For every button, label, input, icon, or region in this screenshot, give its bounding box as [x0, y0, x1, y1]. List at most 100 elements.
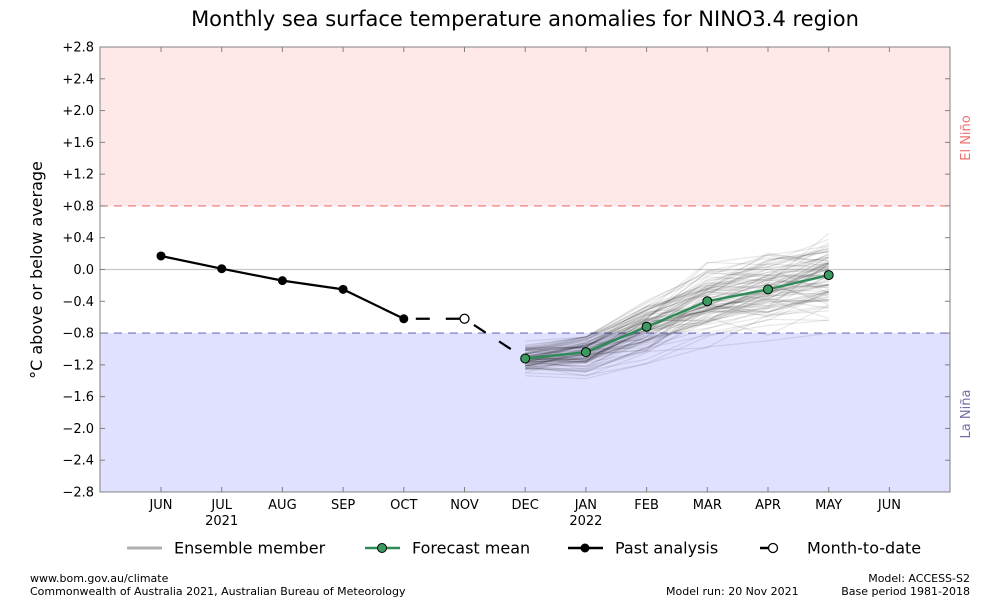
- ensemble-member-line: [525, 299, 829, 377]
- ensemble-member-line: [525, 284, 829, 367]
- ensemble-member-line: [525, 248, 829, 354]
- forecast-mean-line: [525, 273, 829, 360]
- ensemble-member-line: [525, 270, 829, 357]
- legend-label: Month-to-date: [807, 539, 921, 558]
- y-tick-label: −2.4: [62, 454, 94, 469]
- ensemble-member-line: [525, 295, 829, 373]
- ensemble-member-line: [525, 261, 829, 361]
- legend-item: Month-to-date: [760, 539, 921, 558]
- ensemble-member-line: [525, 268, 829, 361]
- ensemble-member-line: [525, 297, 829, 363]
- chart-title: Monthly sea surface temperature anomalie…: [191, 7, 859, 31]
- ensemble-member-line: [525, 257, 829, 346]
- legend-item: Past analysis: [568, 539, 718, 558]
- ensemble-member-line: [525, 252, 829, 358]
- ensemble-member-line: [525, 280, 829, 359]
- y-tick-label: +2.0: [62, 104, 94, 119]
- past-analysis-point: [399, 314, 409, 324]
- ensemble-member-line: [525, 292, 829, 363]
- ensemble-member-line: [525, 244, 830, 357]
- ensemble-member-line: [525, 278, 829, 363]
- ensemble-member-line: [525, 276, 829, 362]
- ensemble-member-line: [525, 248, 829, 342]
- ensemble-member-line: [525, 267, 829, 355]
- ensemble-member-line: [525, 275, 829, 361]
- ensemble-member-line: [525, 274, 829, 367]
- x-tick-label: OCT: [390, 498, 417, 513]
- y-tick-label: +0.4: [62, 231, 94, 246]
- ensemble-member-line: [525, 245, 829, 352]
- x-year-label: 2022: [569, 514, 602, 529]
- legend-item: Forecast mean: [365, 539, 530, 558]
- footer-model: Model: ACCESS-S2: [868, 572, 970, 585]
- ensemble-member-line: [525, 293, 829, 365]
- ensemble-member-line: [525, 291, 829, 367]
- legend-item: Ensemble member: [127, 539, 326, 558]
- ensemble-member-line: [525, 319, 829, 373]
- ensemble-member-line: [525, 274, 829, 357]
- ensemble-member-line: [525, 289, 829, 363]
- x-year-label: 2021: [205, 514, 238, 529]
- ensemble-member-line: [525, 300, 829, 361]
- ensemble-member-line: [525, 250, 829, 355]
- el-nino-region: [100, 47, 950, 206]
- legend-past-marker: [580, 543, 590, 553]
- footer-url: www.bom.gov.au/climate: [30, 572, 169, 585]
- ensemble-member-line: [525, 251, 829, 351]
- ensemble-member-line: [525, 299, 829, 369]
- la-nina-label: La Niña: [959, 390, 974, 439]
- ensemble-member-line: [525, 283, 829, 371]
- ensemble-member-line: [525, 289, 829, 365]
- y-tick-label: +1.6: [62, 136, 94, 151]
- ensemble-member-line: [525, 269, 829, 359]
- ensemble-member-line: [525, 271, 829, 351]
- forecast-mean-point: [763, 284, 773, 295]
- x-tick-label: NOV: [450, 498, 479, 513]
- legend-label: Forecast mean: [412, 539, 530, 558]
- ensemble-members: [525, 232, 830, 380]
- y-tick-label: −2.8: [62, 486, 94, 501]
- y-tick-label: +0.8: [62, 199, 94, 214]
- past-analysis-point: [156, 251, 166, 261]
- past-analysis-point: [338, 284, 348, 294]
- y-tick-label: 0.0: [73, 263, 94, 278]
- ensemble-member-line: [525, 283, 829, 359]
- ensemble-member-line: [525, 318, 829, 380]
- ensemble-member-line: [525, 265, 829, 352]
- footer-credits: www.bom.gov.au/climate Commonwealth of A…: [30, 572, 405, 598]
- ensemble-member-line: [525, 262, 829, 355]
- y-tick-label: +1.2: [62, 168, 94, 183]
- ensemble-member-line: [525, 242, 829, 347]
- ensemble-member-line: [525, 284, 829, 363]
- y-tick-label: −1.6: [62, 390, 94, 405]
- ensemble-member-line: [525, 256, 829, 355]
- footer-base-period: Base period 1981-2018: [841, 585, 970, 598]
- y-axis-label: °C above or below average: [27, 161, 46, 379]
- legend-forecast-marker: [377, 543, 387, 553]
- ensemble-member-line: [525, 332, 829, 377]
- month-to-date-line: [403, 317, 526, 360]
- x-tick-label: JUN: [877, 498, 901, 513]
- x-tick-label: JUN: [148, 498, 172, 513]
- ensemble-member-line: [525, 291, 829, 367]
- ensemble-member-line: [525, 291, 829, 364]
- legend-label: Ensemble member: [174, 539, 326, 558]
- ensemble-member-line: [525, 263, 830, 367]
- ensemble-member-line: [525, 262, 829, 351]
- month-to-date-point: [459, 313, 470, 324]
- ensemble-member-line: [525, 251, 829, 355]
- ensemble-member-line: [525, 310, 829, 370]
- forecast-mean-point: [580, 347, 591, 358]
- x-tick-label: MAY: [815, 498, 842, 513]
- past-analysis-point: [217, 264, 227, 274]
- ensemble-member-line: [525, 256, 829, 349]
- ensemble-member-line: [525, 279, 829, 367]
- ensemble-member-line: [525, 256, 829, 361]
- ensemble-member-line: [525, 290, 829, 372]
- el-nino-label: El Niño: [959, 115, 974, 161]
- ensemble-member-line: [525, 292, 829, 374]
- ensemble-member-line: [525, 274, 829, 359]
- past-analysis-point: [277, 276, 287, 286]
- forecast-mean-point: [702, 296, 713, 307]
- x-tick-label: APR: [755, 498, 781, 513]
